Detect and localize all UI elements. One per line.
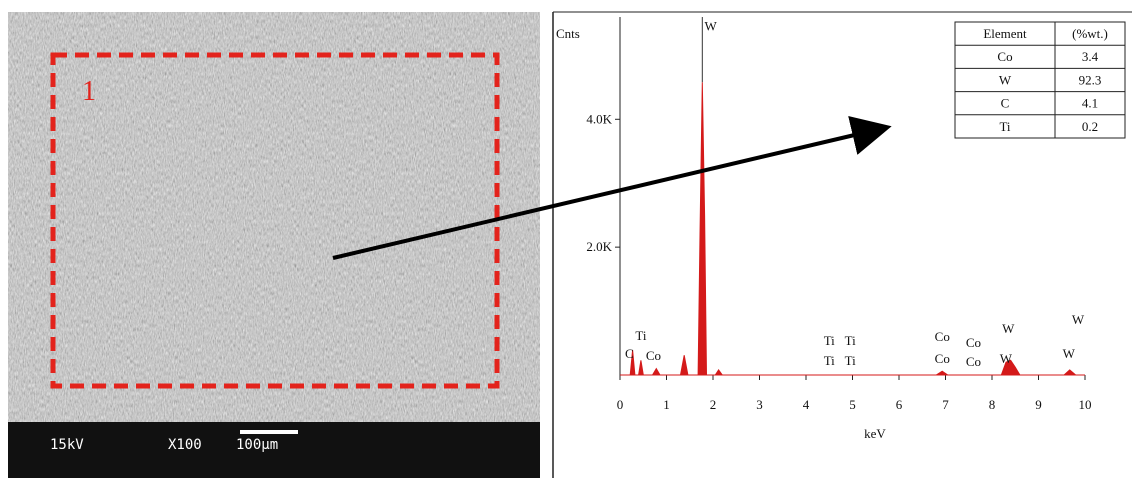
table-cell: 92.3 bbox=[1079, 72, 1102, 87]
x-tick-label: 6 bbox=[896, 397, 903, 412]
table-cell: 0.2 bbox=[1082, 119, 1098, 134]
x-tick-label: 4 bbox=[803, 397, 810, 412]
peak-label: W bbox=[1072, 312, 1085, 327]
table-cell: Co bbox=[997, 49, 1012, 64]
x-tick-label: 8 bbox=[989, 397, 996, 412]
table-cell: C bbox=[1001, 96, 1010, 111]
table-cell: Ti bbox=[999, 119, 1010, 134]
sem-image bbox=[8, 12, 540, 422]
table-border bbox=[954, 21, 1126, 139]
peak-label: Co bbox=[646, 348, 661, 363]
x-axis-label: keV bbox=[864, 426, 886, 441]
peak-label: W bbox=[1000, 351, 1013, 366]
region-label: 1 bbox=[82, 76, 96, 107]
peak-label: C bbox=[625, 346, 634, 361]
table-header: (%wt.) bbox=[1072, 26, 1108, 41]
peak-label: Ti bbox=[824, 333, 835, 348]
voltage: 15kV bbox=[50, 437, 84, 453]
arrow bbox=[332, 115, 892, 260]
x-tick-label: 2 bbox=[710, 397, 717, 412]
table-cell: 4.1 bbox=[1082, 96, 1098, 111]
y-axis-label: Cnts bbox=[556, 26, 580, 41]
x-tick-label: 1 bbox=[663, 397, 670, 412]
peak-label: Ti bbox=[845, 333, 856, 348]
magnification: X100 bbox=[168, 437, 202, 453]
peak-label: Co bbox=[935, 351, 950, 366]
table-header: Element bbox=[983, 26, 1027, 41]
peak-label: Co bbox=[966, 354, 981, 369]
scale-label: 100µm bbox=[236, 437, 278, 453]
x-tick-label: 0 bbox=[617, 397, 624, 412]
y-tick-label: 2.0K bbox=[586, 239, 612, 254]
x-tick-label: 3 bbox=[756, 397, 763, 412]
peak-label: W bbox=[705, 18, 718, 33]
peak-label: Ti bbox=[845, 353, 856, 368]
peak-label: Ti bbox=[635, 328, 646, 343]
x-tick-label: 10 bbox=[1079, 397, 1092, 412]
region-box bbox=[50, 52, 500, 389]
table-cell: W bbox=[999, 72, 1012, 87]
x-tick-label: 5 bbox=[849, 397, 856, 412]
y-tick-label: 4.0K bbox=[586, 111, 612, 126]
peak-label: Ti bbox=[824, 353, 835, 368]
peak-label: Co bbox=[935, 329, 950, 344]
peak-label: W bbox=[1002, 321, 1015, 336]
x-tick-label: 7 bbox=[942, 397, 949, 412]
table-cell: 3.4 bbox=[1082, 49, 1099, 64]
peak-label: W bbox=[1063, 346, 1076, 361]
x-tick-label: 9 bbox=[1035, 397, 1042, 412]
peak-label: Co bbox=[966, 335, 981, 350]
spectrum bbox=[620, 82, 1085, 376]
